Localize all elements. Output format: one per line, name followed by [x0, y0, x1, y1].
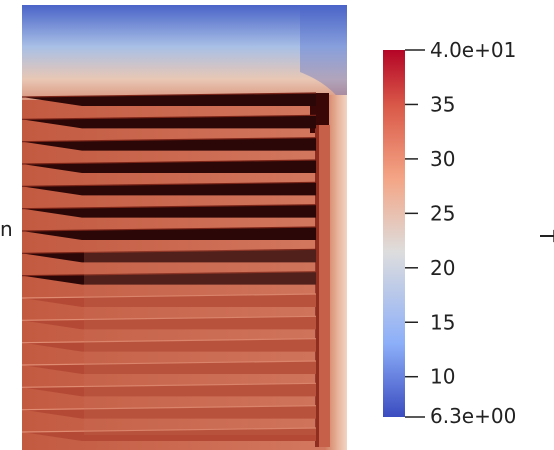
fin-edge-2 [21, 114, 317, 120]
fin-edge-1 [21, 92, 317, 98]
fin-edge-9 [21, 271, 317, 277]
fin-edge-6 [21, 204, 317, 210]
fin-edge-15 [21, 405, 317, 411]
heatsink-fins [21, 92, 317, 441]
fin-edge-5 [21, 181, 317, 187]
colorbar-tick-label: 20 [430, 256, 455, 280]
colorbar-ticks: 35 30 25 20 15 10 [405, 49, 455, 418]
fin-edge-4 [21, 159, 317, 165]
interior-warm-zone [84, 250, 316, 435]
colorbar-tick-label: 10 [430, 365, 455, 389]
fin-edge-12 [21, 338, 317, 344]
fin-edge-8 [21, 248, 317, 254]
colorbar-tick-label: 35 [430, 92, 455, 116]
fin-edge-16 [21, 427, 317, 433]
colorbar-gradient [383, 50, 405, 417]
colorbar-tick-label: 25 [430, 201, 455, 225]
colorbar-min-label: 6.3e+00 [430, 404, 516, 428]
fin-edge-14 [21, 382, 317, 388]
fin-edge-3 [21, 137, 317, 143]
colorbar-title: T [535, 229, 554, 243]
fin-edge-13 [21, 360, 317, 366]
cut-label: n [0, 217, 13, 241]
colorbar-tick-label: 15 [430, 310, 455, 334]
fin-edge-11 [21, 315, 317, 321]
colorbar-max-label: 4.0e+01 [430, 38, 516, 62]
colorbar-tick-label: 30 [430, 147, 455, 171]
fin-edge-10 [21, 293, 317, 299]
color-legend: 35 30 25 20 15 10 4.0e+01 6.3e+00 T [383, 38, 554, 428]
fin-edge-7 [21, 226, 317, 232]
